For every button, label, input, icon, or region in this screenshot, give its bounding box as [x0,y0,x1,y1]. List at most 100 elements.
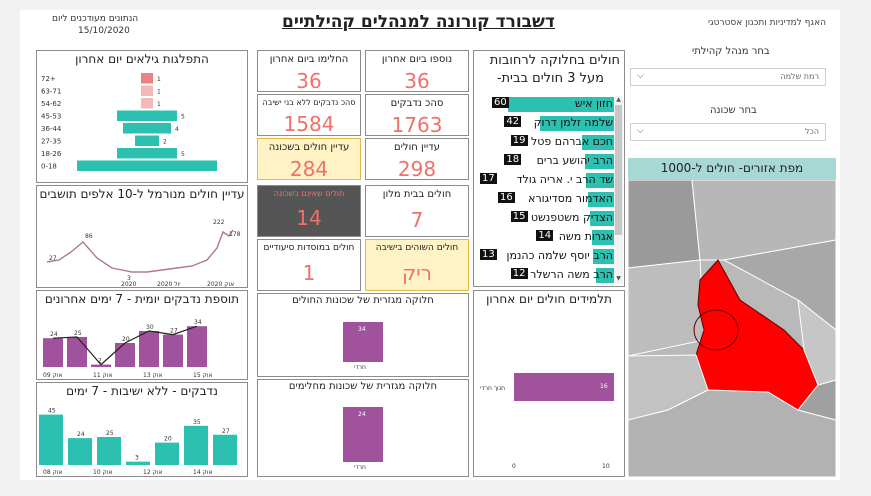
age-category-label: 27-35 [41,138,61,146]
street-name: הרב יהושע ברים [536,154,613,167]
line-data-label: 27 [49,255,57,262]
dashboard-frame: הנתונים מעודכנים ליום 15/10/2020 דשבורד … [20,10,840,480]
streets-scrollbar[interactable]: ▲ ▼ [614,96,623,284]
map-title-bar: מפת אזורים- חולים ל-1000 [628,158,836,180]
no-yeshiva-bar-label: 27 [222,428,230,435]
students-title: תלמידים חולים יום אחרון [486,292,612,306]
street-count: 18 [504,154,522,165]
age-bar [77,160,217,171]
no-yeshiva-bar [126,461,150,465]
street-name: הצדיק משטפנשט [530,211,613,224]
age-bar-value: 2 [163,139,167,146]
daily-bar [67,337,87,367]
neighborhood-dropdown[interactable]: הכל ⌵ [630,123,826,141]
age-bar-value: 4 [175,126,179,133]
kpi-value: 1584 [283,112,335,136]
streets-title-line1: חולים בחלוקה לרחובות [489,53,620,68]
kpi-total-infected: סהכ נדבקים 1763 [365,94,469,137]
street-row[interactable]: הצדיק משטפנשט 15 [480,210,616,227]
no-yeshiva-bar-label: 25 [106,430,114,437]
age-bar-value: 5 [181,114,185,121]
daily-bar-label: 2 [98,358,102,365]
no-yeshiva-panel: נדבקים - ללא ישיבות - 7 ימים 45 24 25 3 20 35… [36,382,248,477]
street-row[interactable]: שד הרב י. אריה גולד 17 [480,172,616,189]
street-bar [592,230,616,245]
students-category: חנוך חרדי [480,385,506,392]
street-row[interactable]: חזון איש 60 [480,96,616,113]
line-data-label: 3 [127,275,131,282]
age-category-label: 72+ [41,75,56,83]
kpi-label: עדיין חולים [394,142,440,153]
kpi-total-no-yeshivas: סהכ נדבקים ללא בני ישיבה 1584 [257,94,361,136]
kpi-value: 1 [302,261,316,285]
manager-filter-label: בחר מנהל קהילתי [692,46,770,57]
chevron-down-icon: ⌵ [637,71,644,81]
street-row[interactable]: חכם אברהם פטל 19 [480,134,616,151]
no-yeshiva-x-tick: אוק 12 [143,469,162,476]
no-yeshiva-bar [155,442,179,465]
line-chart-title: עדיין חולים מנורמל ל-10 אלפים תושבים [39,187,245,201]
kpi-value: 36 [296,69,322,93]
updated-date: 15/10/2020 [78,26,130,36]
no-yeshiva-x-tick: אוק 10 [93,469,112,476]
age-bar [135,135,159,146]
age-bar [141,73,153,84]
no-yeshiva-bar [184,425,208,465]
normalized-line-panel: עדיין חולים מנורמל ל-10 אלפים תושבים 27 8… [36,185,248,288]
age-chart: 72+ 1 63-71 1 54-62 1 45-53 5 36-44 4 27-35 2 18-26 5… [41,73,217,171]
daily-bar [91,364,111,367]
street-name: הרב יוסף שלמה כהנמן [506,249,613,262]
sick-sector-category: חרדי [354,364,366,371]
daily-bar [187,326,207,367]
street-row[interactable]: הרב משה הרשלר 12 [480,267,616,284]
line-data-label: 86 [85,233,93,240]
age-category-label: 63-71 [41,88,61,96]
street-row[interactable]: שלמה זלמן דרוק 42 [480,115,616,132]
kpi-value: ריק [402,261,432,285]
neighborhood-dropdown-value: הכל [804,127,819,136]
normalized-line-chart: 27 86 3 222 178 2020 יול 2020 אוק 2020 [46,219,241,287]
street-row[interactable]: אגרות משה 14 [480,229,616,246]
age-category-label: 18-26 [41,150,62,158]
scroll-down-icon[interactable]: ▼ [616,275,621,282]
scroll-up-icon[interactable]: ▲ [616,96,621,103]
neighborhood-map[interactable] [628,180,836,477]
street-count: 60 [492,97,509,108]
age-bar [117,110,177,121]
age-bar-value: 1 [157,89,161,96]
kpi-label: חולים בבית מלון [382,189,452,200]
street-bar [540,116,616,131]
street-name: הרב משה הרשלר [530,268,613,281]
scroll-thumb[interactable] [615,105,622,235]
street-row[interactable]: האדמור מסדיגורא 16 [480,191,616,208]
students-x-tick-0: 0 [512,463,516,470]
street-bar [582,135,616,150]
kpi-nursing-patients: חולים במוסדות סיעודיים 1 [257,239,361,291]
daily-bar-label: 34 [194,319,202,326]
daily-bar [115,343,135,367]
students-x-tick-1: 10 [602,463,610,470]
students-panel: תלמידים חולים יום אחרון חנוך חרדי 16 0 1… [473,290,625,477]
no-yeshiva-bar [68,438,92,465]
kpi-hotel-patients: חולים בבית מלון 7 [365,185,469,237]
manager-dropdown[interactable]: רמת שלמה ⌵ [630,68,826,86]
department-name: האגף למדיניות ותכנון אסטרטגי [707,18,826,28]
line-data-label: 222 [213,219,225,226]
daily-x-tick: אוק 09 [43,372,62,379]
neighborhood-filter-label: בחר שכונה [710,105,757,116]
daily-line-series [52,325,198,366]
kpi-value: 36 [404,69,430,93]
age-category-label: 45-53 [41,113,61,121]
daily-new-panel: תוספת נדבקים יומית - 7 ימים אחרונים 24 25… [36,290,248,380]
street-name: אגרות משה [558,230,613,243]
street-row[interactable]: הרב יוסף שלמה כהנמן 13 [480,248,616,265]
no-yeshiva-bar-label: 20 [164,436,172,443]
age-category-label: 36-44 [41,125,62,133]
street-row[interactable]: הרב יהושע ברים 18 [480,153,616,170]
no-yeshiva-bar [213,434,237,465]
daily-bar-label: 27 [170,328,178,335]
map-title: מפת אזורים- חולים ל-1000 [660,161,804,175]
age-bar [123,123,171,134]
age-bar-value: 1 [157,76,161,83]
daily-bar-label: 20 [122,336,130,343]
